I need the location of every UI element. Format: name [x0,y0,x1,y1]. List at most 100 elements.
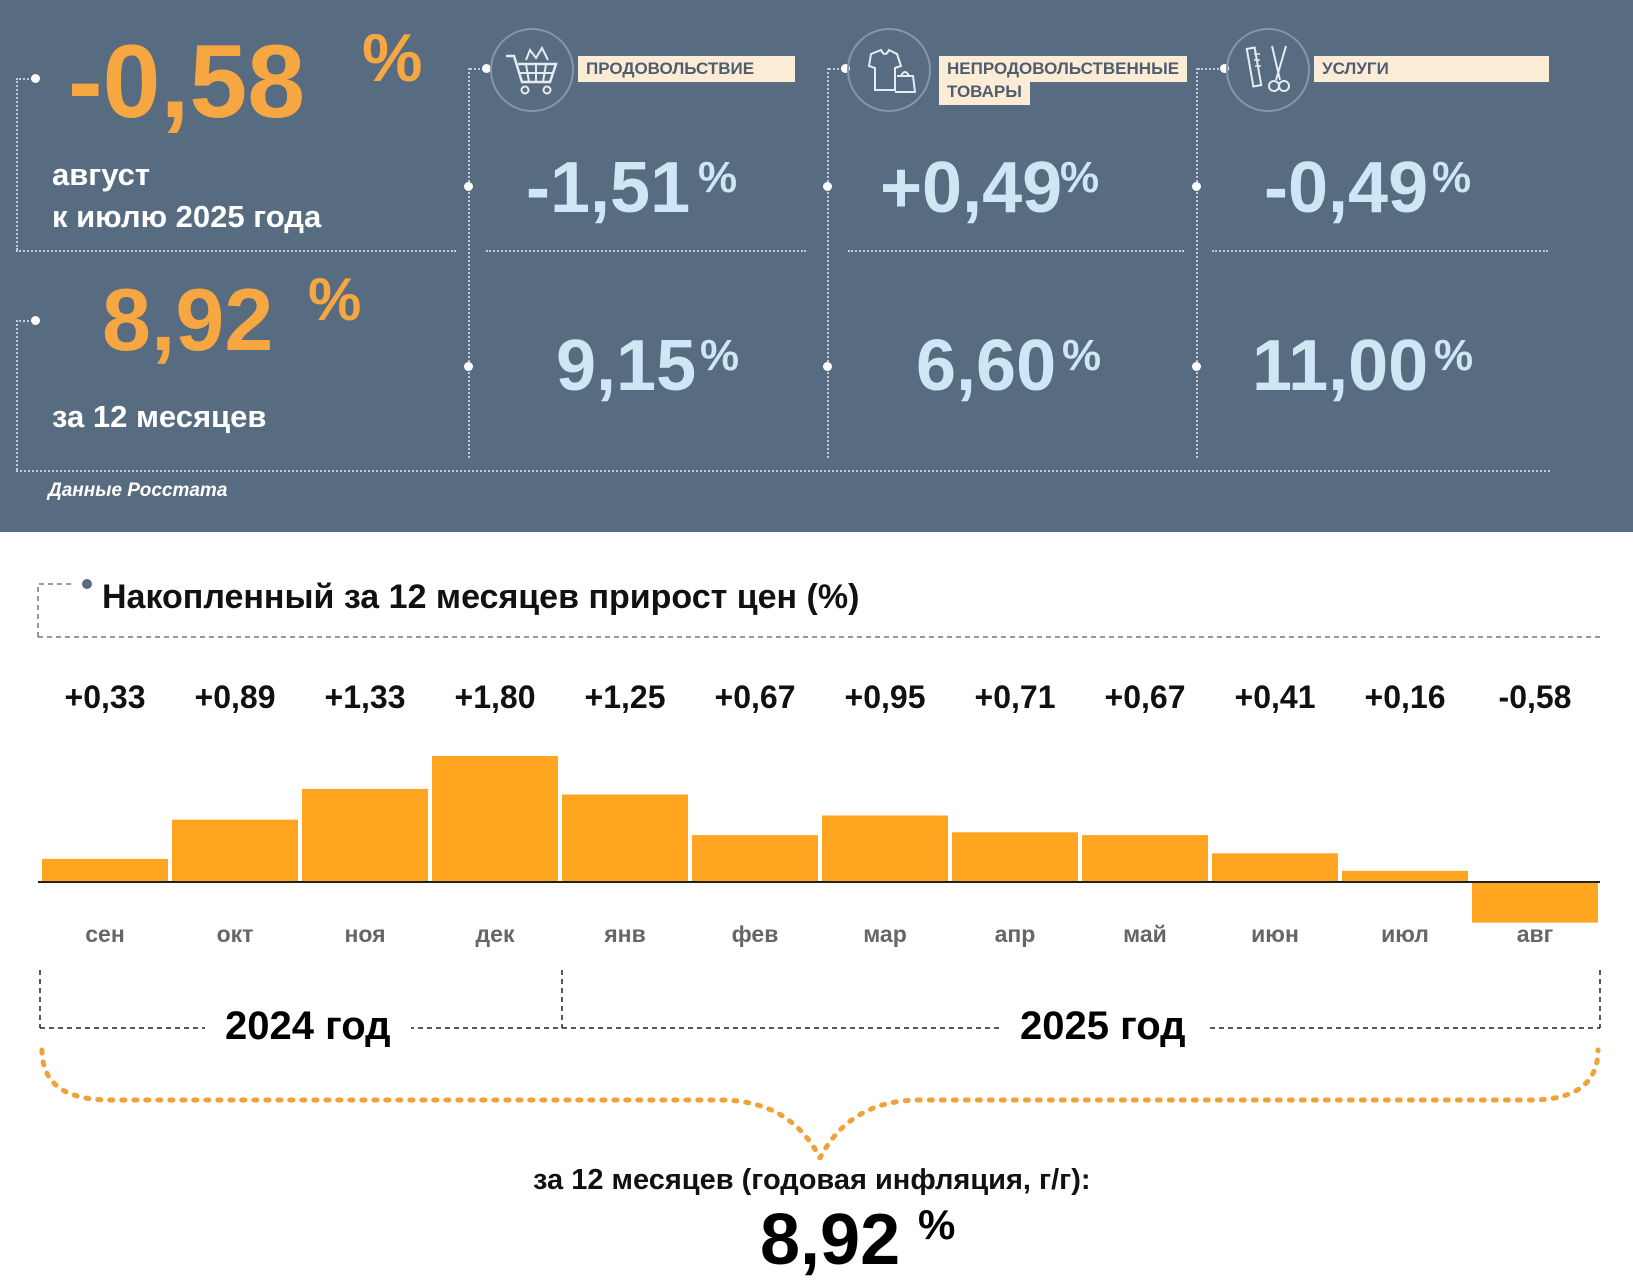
bar-мар [822,815,948,882]
category-label-line: НЕПРОДОВОЛЬСТВЕННЫЕ [939,56,1188,82]
nonfood-monthly-unit: % [1060,153,1100,202]
connector-line [1198,68,1226,70]
value-label: +0,95 [845,679,926,715]
column-divider [468,68,470,458]
connector-line [16,78,36,80]
food-annual-unit: % [700,331,740,380]
value-label: +0,41 [1235,679,1316,715]
bullet-dot [464,362,473,371]
month-label: июн [1251,921,1299,947]
nonfood-annual-unit: % [1062,331,1102,380]
row-divider [486,250,806,252]
shopping-cart-icon [490,28,574,112]
connector-line [16,78,18,250]
row-divider [16,250,456,252]
bar-окт [172,819,298,882]
month-label: июл [1381,921,1429,947]
summary-caption: за 12 месяцев (годовая инфляция, г/г): [533,1164,1091,1196]
bar-дек [432,756,558,882]
value-label: +0,71 [975,679,1056,715]
bar-май [1082,835,1208,882]
annual-caption: за 12 месяцев [52,399,267,434]
monthly-inflation-unit: % [362,20,423,96]
value-label: +0,67 [715,679,796,715]
value-label: +1,25 [585,679,666,715]
food-annual-value: 9,15 [556,326,697,406]
year-brackets [39,970,1601,1160]
bullet-dot [1192,182,1201,191]
services-monthly-unit: % [1432,153,1472,202]
monthly-caption-line2: к июлю 2025 года [52,199,322,234]
bullet-dot [31,316,40,325]
category-label-services: УСЛУГИ [1314,56,1549,82]
month-label: фев [732,921,779,947]
services-annual-unit: % [1434,331,1474,380]
connector-line [16,320,36,322]
value-label: +0,89 [195,679,276,715]
row-divider [1212,250,1548,252]
month-label: апр [995,921,1036,947]
nonfood-annual-value: 6,60 [916,326,1057,406]
annual-inflation-value: 8,92 [102,270,274,369]
summary-unit: % [918,1201,956,1248]
annual-inflation-unit: % [308,266,362,333]
bar-авг [1472,882,1598,923]
monthly-caption-line1: август [52,157,151,192]
bar-янв [562,794,688,882]
value-label: +1,80 [455,679,536,715]
food-monthly-value: -1,51 [526,148,691,228]
services-monthly-value: -0,49 [1264,148,1429,228]
bullet-dot [1220,64,1229,73]
month-label: окт [217,921,254,947]
summary-panel: -0,58 % август к июлю 2025 года 8,92 % з… [0,0,1633,532]
value-label: +0,16 [1365,679,1446,715]
month-label: авг [1517,921,1554,947]
services-annual-value: 11,00 [1252,326,1429,406]
bar-июн [1212,853,1338,882]
comb-scissors-icon [1226,28,1310,112]
monthly-inflation-value: -0,58 [68,24,306,140]
bullet-dot [482,64,491,73]
connector-line [829,68,847,70]
summary-value: 8,92 [760,1200,901,1280]
month-label: мар [863,921,907,947]
month-label: сен [85,921,124,947]
bullet-dot [841,64,850,73]
row-divider [16,470,1550,472]
month-label: ноя [344,921,385,947]
value-label: -0,58 [1499,679,1572,715]
bar-сен [42,858,168,882]
bullet-dot [464,182,473,191]
year-label-2025: 2025 год [1000,1004,1206,1049]
food-monthly-unit: % [698,153,738,202]
bar-chart: +0,33 сен +0,89 окт +1,33 ноя +1,80 дек +1,25 янв… [38,679,1600,947]
value-label: +0,33 [65,679,146,715]
bar-ноя [302,788,428,882]
value-label: +1,33 [325,679,406,715]
category-label-line: ТОВАРЫ [939,82,1030,105]
bullet-dot [823,182,832,191]
column-divider [827,68,829,458]
month-label: дек [476,921,515,947]
title-connector [37,579,1600,638]
category-label-food: ПРОДОВОЛЬСТВИЕ [578,56,795,82]
nonfood-monthly-value: +0,49 [880,148,1063,228]
data-source: Данные Росстата [48,480,228,501]
month-label: май [1123,921,1167,947]
bar-фев [692,835,818,882]
connector-line [16,320,18,470]
chart-title: Накопленный за 12 месяцев прирост цен (%… [102,578,860,616]
year-label-2024: 2024 год [205,1004,411,1049]
bullet-dot [1192,362,1201,371]
bullet-dot [31,74,40,83]
row-divider [848,250,1184,252]
value-label: +0,67 [1105,679,1186,715]
month-label: янв [603,921,645,947]
bar-апр [952,832,1078,882]
bullet-dot [823,362,832,371]
connector-line [470,68,488,70]
bar-июл [1342,870,1468,882]
column-divider [1196,68,1198,458]
clothing-bag-icon [847,28,931,112]
category-label-nonfood: НЕПРОДОВОЛЬСТВЕННЫЕ ТОВАРЫ [939,56,1188,105]
